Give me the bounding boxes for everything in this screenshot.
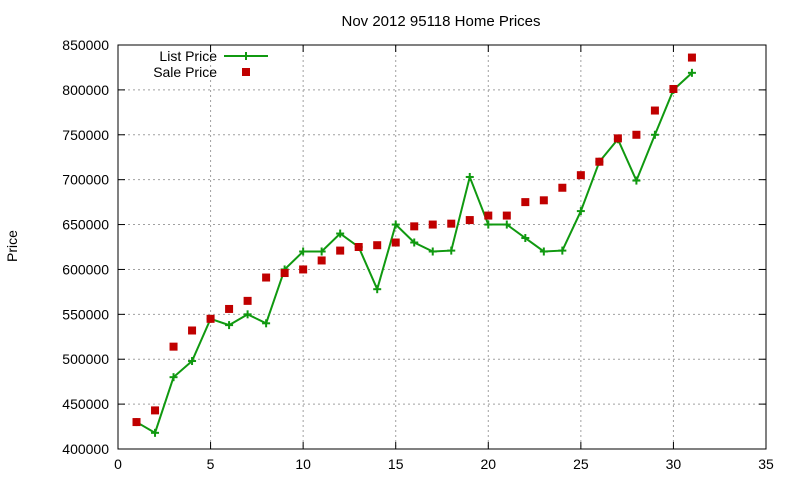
- sale-price-point: [465, 216, 474, 225]
- x-tick-label: 10: [295, 456, 311, 472]
- legend-marker-sale-price: [242, 68, 250, 76]
- list-price-point: [484, 220, 493, 229]
- list-price-point: [169, 373, 178, 382]
- x-tick-label: 25: [573, 456, 589, 472]
- sale-price-point: [169, 342, 178, 351]
- sale-price-point: [206, 314, 215, 323]
- sale-price-point: [410, 222, 419, 231]
- sale-price-point: [354, 243, 363, 251]
- y-axis-label: Price: [4, 230, 20, 262]
- sale-price-point: [595, 157, 604, 166]
- sale-price-point: [447, 219, 456, 228]
- sale-price-point: [650, 106, 659, 115]
- sale-price-point: [317, 256, 326, 265]
- sale-price-point: [502, 211, 511, 220]
- list-price-point: [188, 357, 197, 366]
- x-tick-label: 35: [758, 456, 774, 472]
- sale-price-point: [521, 198, 530, 207]
- list-price-point: [225, 321, 234, 330]
- sale-price-point: [428, 220, 437, 229]
- sale-price-point: [262, 273, 271, 282]
- list-price-point: [632, 176, 641, 185]
- x-tick-label: 20: [480, 456, 496, 472]
- x-tick-label: 15: [388, 456, 404, 472]
- list-price-point: [521, 234, 530, 243]
- sale-price-point: [373, 241, 382, 250]
- list-price-point: [650, 130, 659, 139]
- axes: 0 5 10 15 20 25 30 35 400000 450000 500000 550000 60…: [62, 37, 774, 472]
- list-price-point: [373, 285, 382, 294]
- sale-price-point: [558, 183, 567, 192]
- list-price-point: [558, 246, 567, 255]
- list-price-point: [410, 238, 419, 247]
- sale-price-point: [669, 84, 678, 93]
- grid: [118, 45, 766, 449]
- y-tick-label: 700000: [62, 172, 109, 188]
- legend-label-sale-price: Sale Price: [153, 64, 217, 80]
- list-price-point: [687, 68, 696, 77]
- y-tick-label: 800000: [62, 82, 109, 98]
- sale-price-point: [299, 265, 308, 274]
- sale-price-point: [632, 130, 641, 139]
- sale-price-point: [132, 418, 141, 427]
- y-tick-label: 450000: [62, 396, 109, 412]
- y-tick-label: 550000: [62, 306, 109, 322]
- sale-price-point: [687, 53, 696, 62]
- y-tick-label: 850000: [62, 37, 109, 53]
- sale-price-point: [613, 134, 622, 143]
- y-tick-label: 400000: [62, 441, 109, 457]
- chart-title: Nov 2012 95118 Home Prices: [342, 13, 541, 30]
- list-price-line: [136, 72, 693, 435]
- sale-price-point: [484, 211, 493, 220]
- list-price-point: [391, 220, 400, 229]
- list-price-point: [502, 220, 511, 229]
- list-price-point: [447, 246, 456, 255]
- list-price-point: [465, 172, 474, 181]
- y-tick-label: 750000: [62, 127, 109, 143]
- list-price-point: [317, 247, 326, 256]
- y-tick-label: 500000: [62, 351, 109, 367]
- x-tick-label: 5: [207, 456, 215, 472]
- list-price-point: [243, 310, 252, 319]
- series-layer: [132, 53, 696, 437]
- sale-price-point: [280, 269, 289, 278]
- y-tick-label: 600000: [62, 261, 109, 277]
- list-price-point: [262, 319, 271, 328]
- list-price-point: [428, 247, 437, 256]
- list-price-point: [151, 428, 160, 437]
- y-tick-label: 650000: [62, 217, 109, 233]
- x-tick-label: 30: [666, 456, 682, 472]
- sale-price-point: [188, 326, 197, 335]
- sale-price-point: [225, 304, 234, 313]
- sale-price-point: [391, 238, 400, 247]
- sale-price-point: [151, 406, 160, 415]
- x-tick-label: 0: [114, 456, 122, 472]
- sale-price-point: [243, 296, 252, 305]
- sale-price-point: [336, 246, 345, 255]
- legend-label-list-price: List Price: [159, 48, 217, 64]
- list-price-point: [539, 247, 548, 256]
- sale-price-point: [539, 196, 548, 205]
- plot-border: [117, 44, 767, 450]
- list-price-point: [576, 207, 585, 216]
- sale-price-point: [576, 171, 585, 180]
- list-price-point: [336, 229, 345, 238]
- list-price-point: [299, 247, 308, 256]
